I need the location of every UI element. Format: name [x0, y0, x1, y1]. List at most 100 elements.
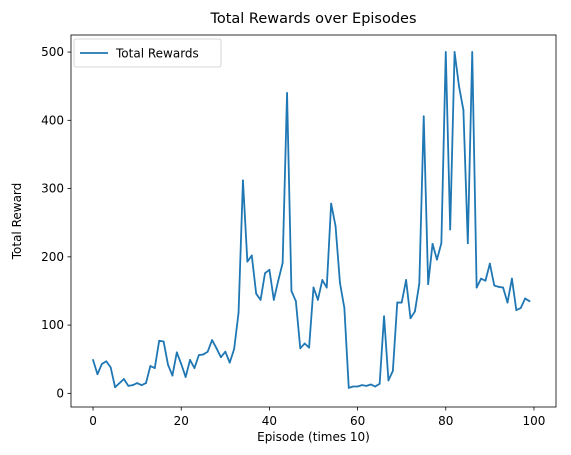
- data-point: [259, 298, 262, 301]
- y-tick-label: 100: [41, 318, 64, 332]
- data-point: [131, 384, 134, 387]
- data-point: [383, 315, 385, 318]
- x-axis-ticks: 0 20 40 60 80 100: [89, 407, 545, 428]
- data-point: [175, 351, 178, 354]
- data-point: [365, 384, 368, 387]
- data-point: [299, 347, 302, 350]
- data-point: [462, 109, 465, 111]
- chart-title: Total Rewards over Episodes: [209, 11, 416, 27]
- data-point: [180, 363, 183, 365]
- data-point: [422, 115, 425, 118]
- data-point: [228, 361, 231, 364]
- data-point: [92, 359, 94, 361]
- data-point: [224, 350, 227, 353]
- data-point: [475, 286, 478, 289]
- data-point: [369, 383, 372, 386]
- legend: Total Rewards: [73, 38, 222, 68]
- data-point: [519, 307, 522, 309]
- y-axis-ticks: 0 100 200 300 400 500: [41, 45, 71, 400]
- data-point: [250, 254, 253, 257]
- data-point: [374, 385, 377, 388]
- data-point: [277, 279, 280, 282]
- x-tick-label: 100: [523, 414, 546, 428]
- data-point: [466, 242, 469, 245]
- data-point: [281, 262, 284, 264]
- data-point: [197, 354, 200, 357]
- data-point: [440, 242, 443, 245]
- data-point: [502, 286, 504, 289]
- data-point: [427, 283, 430, 286]
- data-point: [268, 268, 271, 271]
- data-point: [246, 260, 249, 263]
- x-tick-label: 20: [174, 414, 189, 428]
- series-layer: [92, 51, 531, 389]
- data-point: [321, 279, 324, 281]
- y-tick-label: 300: [41, 182, 64, 196]
- data-point: [414, 310, 416, 313]
- data-point: [511, 277, 513, 280]
- data-point: [400, 301, 403, 304]
- x-tick-label: 0: [89, 414, 97, 428]
- x-axis-label: Episode (times 10): [257, 430, 370, 444]
- data-point: [100, 363, 103, 365]
- data-point: [215, 347, 218, 350]
- data-point: [294, 300, 297, 303]
- data-point: [391, 369, 394, 372]
- data-point: [303, 342, 306, 345]
- data-point: [202, 353, 205, 356]
- data-point: [387, 379, 390, 382]
- data-point: [334, 225, 337, 228]
- data-point: [308, 346, 310, 349]
- series-line-total-rewards: [92, 51, 531, 389]
- data-point: [290, 290, 293, 292]
- data-point: [220, 356, 222, 359]
- y-tick-label: 400: [41, 113, 64, 127]
- y-tick-label: 200: [41, 250, 64, 264]
- data-point: [409, 317, 412, 320]
- data-point: [480, 277, 482, 280]
- data-point: [233, 348, 236, 350]
- data-point: [347, 386, 350, 389]
- data-point: [528, 300, 531, 303]
- data-point: [330, 202, 333, 205]
- data-point: [255, 292, 258, 295]
- data-point: [184, 376, 187, 378]
- data-point: [515, 309, 518, 311]
- data-point: [272, 298, 275, 301]
- y-tick-label: 500: [41, 45, 64, 59]
- data-point: [343, 307, 346, 309]
- data-point: [449, 228, 452, 231]
- data-point: [109, 366, 112, 369]
- data-point: [524, 297, 527, 300]
- data-point: [211, 339, 213, 342]
- data-point: [356, 385, 359, 388]
- data-point: [352, 385, 355, 388]
- data-point: [436, 258, 438, 261]
- data-point: [418, 282, 421, 285]
- data-point: [167, 363, 169, 366]
- data-point: [361, 384, 363, 387]
- data-point: [105, 360, 108, 363]
- data-point: [339, 281, 341, 284]
- axes-frame: [70, 34, 557, 408]
- data-point: [114, 386, 116, 389]
- data-point: [431, 242, 434, 245]
- data-point: [136, 382, 139, 385]
- data-point: [286, 92, 288, 94]
- x-tick-label: 60: [350, 414, 365, 428]
- data-point: [171, 374, 174, 377]
- data-point: [396, 301, 399, 304]
- data-point: [127, 384, 130, 387]
- plot-area: 0 100 200 300 400 500 0 20 40 60 80 100: [41, 34, 557, 428]
- data-point: [123, 378, 125, 380]
- data-point: [405, 279, 407, 281]
- data-point: [444, 51, 447, 53]
- data-point: [458, 85, 460, 88]
- data-point: [162, 340, 165, 343]
- x-tick-label: 40: [262, 414, 277, 428]
- data-point: [506, 301, 509, 304]
- data-point: [471, 51, 474, 53]
- data-point: [312, 286, 315, 289]
- data-point: [193, 367, 196, 369]
